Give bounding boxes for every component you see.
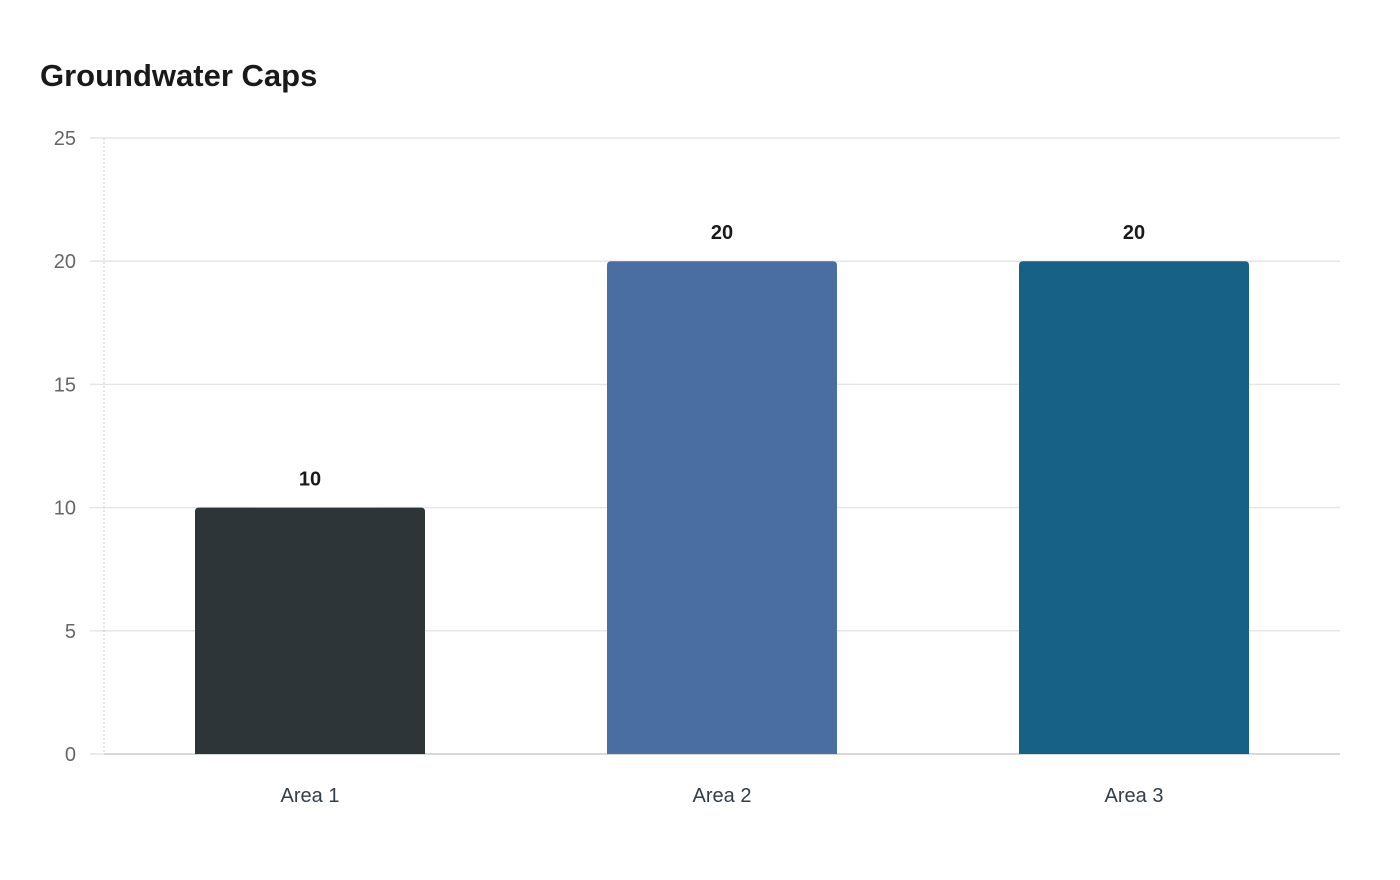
x-tick-label: Area 3 xyxy=(1105,785,1164,807)
y-axis-ticks: 0 5 10 15 20 25 xyxy=(54,128,76,766)
y-tick-label: 20 xyxy=(54,251,76,273)
y-tick-label: 5 xyxy=(65,621,76,643)
data-label: 10 xyxy=(299,469,321,491)
bar-area-1 xyxy=(195,507,425,754)
data-label: 20 xyxy=(1123,222,1145,244)
x-tick-label: Area 1 xyxy=(281,785,340,807)
data-labels: 10 20 20 xyxy=(299,222,1145,490)
y-tick-label: 15 xyxy=(54,374,76,396)
chart-title: Groundwater Caps xyxy=(40,58,318,93)
x-axis-ticks: Area 1 Area 2 Area 3 xyxy=(281,785,1164,807)
y-tick-label: 0 xyxy=(65,744,76,766)
bar-area-3 xyxy=(1019,261,1249,754)
y-tick-label: 25 xyxy=(54,128,76,150)
x-tick-label: Area 2 xyxy=(693,785,752,807)
data-label: 20 xyxy=(711,222,733,244)
bar-area-2 xyxy=(607,261,837,754)
bars xyxy=(195,261,1249,754)
y-tick-label: 10 xyxy=(54,498,76,520)
